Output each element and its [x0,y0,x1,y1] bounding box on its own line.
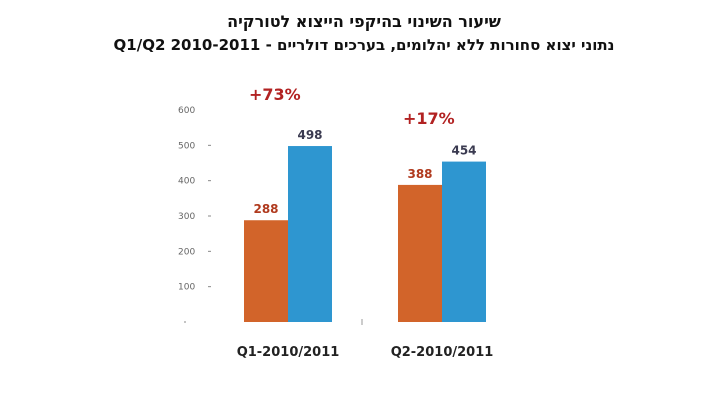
bar [288,146,332,322]
category-label: Q1-2010/2011 [237,345,340,360]
y-tick-label: 100 [178,283,195,293]
bar-value-label: 454 [451,144,476,158]
category-label: Q2-2010/2011 [391,345,494,360]
chart-title-block: שיעור השינוי בהיקפי הייצוא לטורקיה נתוני… [0,10,728,56]
bar [442,161,486,322]
chart-subtitle: נתוני יצוא סחורות ללא יהלומים, בערכים דו… [113,36,615,54]
bar-value-label: 288 [253,202,278,216]
bar [244,220,288,322]
y-tick-label: 600 [178,106,195,116]
bar [398,184,442,322]
y-tick-label: 500 [178,141,195,151]
y-tick-label: 400 [178,177,195,187]
bar-value-label: 498 [297,128,322,142]
chart-title: שיעור השינוי בהיקפי הייצוא לטורקיה [227,12,501,31]
change-percent-label: +17% [403,109,455,128]
change-percent-label: +73% [249,85,301,104]
y-tick-label: 300 [178,212,195,222]
bar-value-label: 388 [407,167,432,181]
y-tick-label: 200 [178,247,195,257]
